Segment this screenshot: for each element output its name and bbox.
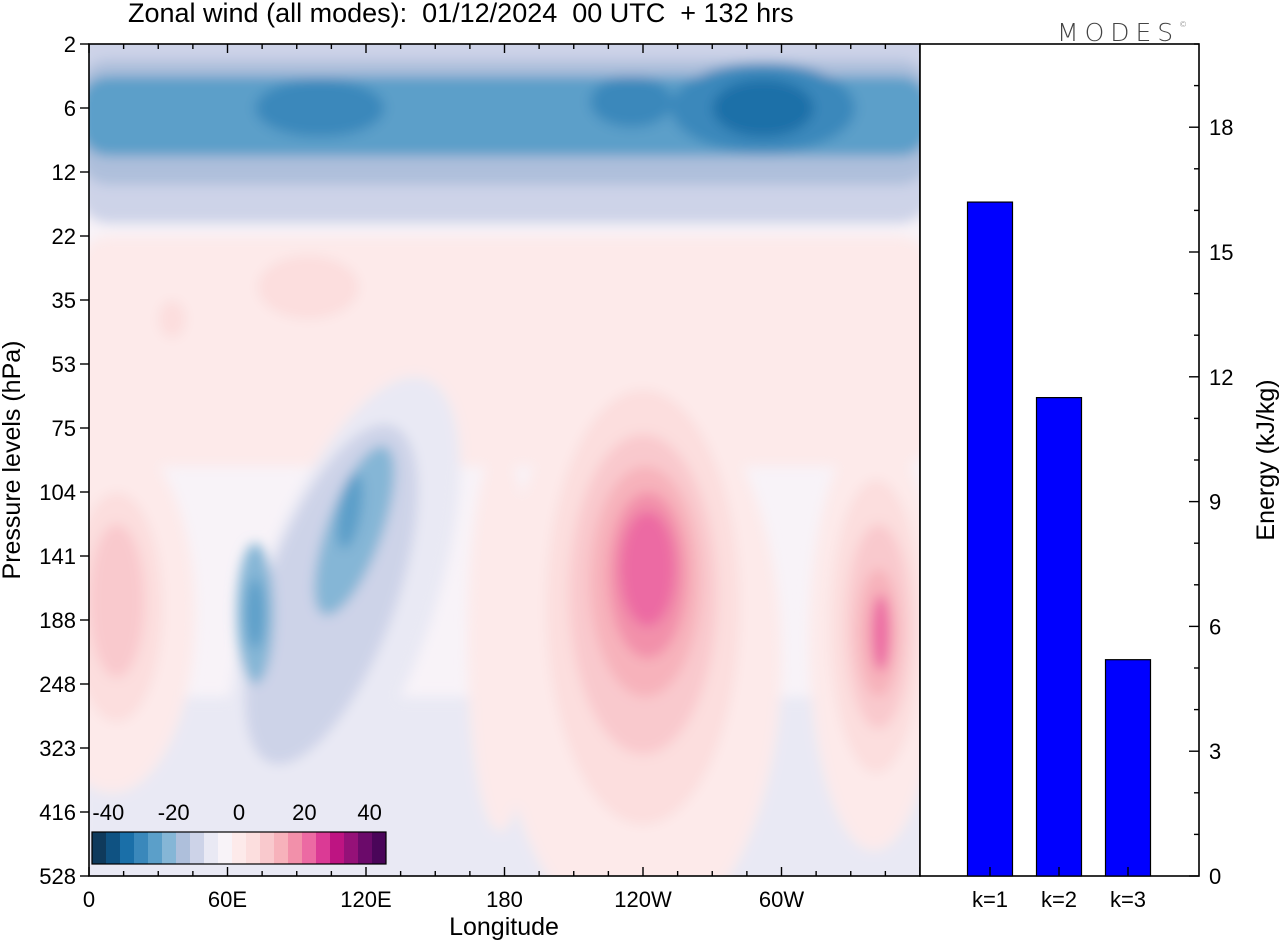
- easterly-tongue-core: [336, 473, 364, 550]
- y-tick-label: 528: [39, 864, 76, 889]
- y-tick-label: 248: [39, 672, 76, 697]
- energy-tick-label: 3: [1209, 739, 1221, 764]
- energy-tick-label: 12: [1209, 365, 1233, 390]
- colorbar-labels: -40 -20 0 20 40: [92, 800, 381, 825]
- energy-bar: [966, 201, 1014, 877]
- y-tick-label: 104: [39, 480, 76, 505]
- colorbar-cell: [176, 832, 191, 864]
- energy-tick-label: 18: [1209, 115, 1233, 140]
- energy-tick-label: 6: [1209, 614, 1221, 639]
- colorbar-cells: [92, 832, 387, 864]
- colorbar-cell: [302, 832, 317, 864]
- x-tick-label: 120E: [340, 887, 391, 912]
- bars: [966, 201, 1152, 877]
- y-tick-label: 53: [52, 352, 76, 377]
- y-tick-label: 22: [52, 224, 76, 249]
- colorbar-cell: [344, 832, 359, 864]
- colorbar-cell: [260, 832, 275, 864]
- brand-mark: ©: [1179, 20, 1188, 29]
- colorbar-cell: [162, 832, 177, 864]
- colorbar-cell: [92, 832, 107, 864]
- modes-logo: MODES©: [1057, 18, 1187, 47]
- colorbar-cell: [358, 832, 373, 864]
- colorbar-cell: [190, 832, 205, 864]
- colorbar-label: -20: [158, 800, 190, 825]
- stratosphere-westerly-core: [257, 255, 360, 320]
- y-tick-label: 416: [39, 800, 76, 825]
- y-tick-label: 12: [52, 160, 76, 185]
- y-tick-label: 188: [39, 608, 76, 633]
- energy-tick-label: 9: [1209, 490, 1221, 515]
- colorbar: -40 -20 0 20 40: [91, 800, 387, 865]
- colorbar-label: 20: [292, 800, 316, 825]
- stratosphere-westerly-band: [89, 236, 920, 467]
- x-axis-label: Longitude: [449, 913, 559, 941]
- field-contours: [79, 0, 930, 876]
- energy-tick-label: 0: [1209, 864, 1221, 889]
- y-tick-label: 75: [52, 416, 76, 441]
- energy-y-axis: 0 3 6 9 12 15 18: [1189, 43, 1233, 889]
- westerly-tongue: [467, 447, 533, 832]
- colorbar-cell: [246, 832, 261, 864]
- easterly-jet-core: [712, 79, 814, 137]
- y-axis-label: Pressure levels (hPa): [0, 341, 26, 580]
- colorbar-cell: [372, 832, 387, 864]
- colorbar-cell: [148, 832, 163, 864]
- colorbar-cell: [120, 832, 135, 864]
- heatmap-panel: 0 60E 120E 180 120W 60W 2 6 12 22 35 53 75 104 141 188…: [0, 0, 930, 941]
- x-tick-label: 120W: [614, 887, 672, 912]
- energy-bar: [1035, 397, 1083, 877]
- energy-x-tick-label: k=3: [1110, 887, 1146, 912]
- y-axis: 2 6 12 22 35 53 75 104 141 188 248 323 416 528: [39, 32, 89, 889]
- x-tick-label: 180: [486, 887, 523, 912]
- colorbar-frame: [91, 831, 387, 865]
- y-tick-label: 35: [52, 288, 76, 313]
- energy-x-tick-label: k=1: [972, 887, 1008, 912]
- energy-bar: [1104, 659, 1152, 877]
- uppermost-westerly: [79, 0, 930, 22]
- colorbar-label: 0: [233, 800, 245, 825]
- colorbar-cell: [204, 832, 219, 864]
- page-title: Zonal wind (all modes): 01/12/2024 00 UT…: [128, 0, 794, 28]
- westerly-max-center: [619, 511, 676, 627]
- colorbar-cell: [330, 832, 345, 864]
- colorbar-cell: [288, 832, 303, 864]
- colorbar-cell: [316, 832, 331, 864]
- y-tick-label: 323: [39, 736, 76, 761]
- colorbar-cell: [218, 832, 233, 864]
- energy-bar-panel: 0 3 6 9 12 15 18 k=1 k=2 k=3 Energy (kJ/kg): [919, 43, 1280, 912]
- y-tick-label: 6: [64, 96, 76, 121]
- westerly-east-center: [871, 594, 890, 672]
- colorbar-cell: [134, 832, 149, 864]
- colorbar-cell: [274, 832, 289, 864]
- x-tick-label: 60E: [208, 887, 247, 912]
- wind-field: [79, 0, 930, 876]
- easterly-jet-core: [255, 79, 385, 137]
- colorbar-label: 40: [357, 800, 381, 825]
- x-axis: 0 60E 120E 180 120W 60W: [83, 44, 921, 912]
- easterly-tongue-core: [245, 578, 265, 649]
- westerly-west-core: [89, 524, 145, 678]
- x-tick-label: 0: [83, 887, 95, 912]
- stratosphere-westerly-core: [158, 300, 186, 339]
- energy-axis-label: Energy (kJ/kg): [1252, 379, 1280, 540]
- y-tick-label: 2: [64, 32, 76, 57]
- easterly-jet-core: [589, 76, 674, 128]
- energy-x-axis: k=1 k=2 k=3: [972, 867, 1146, 912]
- x-tick-label: 60W: [759, 887, 804, 912]
- y-tick-label: 141: [39, 544, 76, 569]
- colorbar-cell: [232, 832, 247, 864]
- colorbar-label: -40: [92, 800, 124, 825]
- energy-tick-label: 15: [1209, 240, 1233, 265]
- colorbar-cell: [106, 832, 121, 864]
- energy-x-tick-label: k=2: [1041, 887, 1077, 912]
- brand-name: MODES: [1057, 18, 1180, 47]
